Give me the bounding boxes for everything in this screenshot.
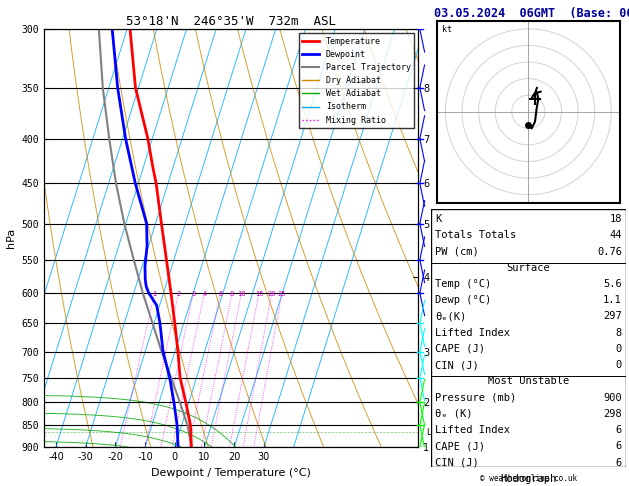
Text: CAPE (J): CAPE (J): [435, 441, 485, 451]
Text: 6: 6: [616, 441, 622, 451]
Y-axis label: hPa: hPa: [6, 228, 16, 248]
Text: 03.05.2024  06GMT  (Base: 06): 03.05.2024 06GMT (Base: 06): [434, 7, 629, 20]
FancyBboxPatch shape: [431, 209, 626, 467]
Text: Dewp (°C): Dewp (°C): [435, 295, 491, 305]
Text: K: K: [435, 214, 441, 224]
Text: Most Unstable: Most Unstable: [487, 376, 569, 386]
Text: 6: 6: [616, 425, 622, 435]
Text: 20: 20: [267, 291, 276, 296]
Text: θₑ (K): θₑ (K): [435, 409, 472, 419]
Text: 44: 44: [610, 230, 622, 241]
Text: Lifted Index: Lifted Index: [435, 328, 509, 338]
Text: PW (cm): PW (cm): [435, 246, 479, 257]
Text: 2: 2: [176, 291, 181, 296]
Text: CAPE (J): CAPE (J): [435, 344, 485, 354]
Text: 18: 18: [610, 214, 622, 224]
Text: 6: 6: [218, 291, 223, 296]
Text: 0.76: 0.76: [597, 246, 622, 257]
Text: Surface: Surface: [506, 263, 550, 273]
Text: 25: 25: [278, 291, 286, 296]
Text: Totals Totals: Totals Totals: [435, 230, 516, 241]
Text: © weatheronline.co.uk: © weatheronline.co.uk: [480, 474, 577, 483]
Text: 15: 15: [255, 291, 264, 296]
Text: 5.6: 5.6: [603, 279, 622, 289]
Text: 298: 298: [603, 409, 622, 419]
Y-axis label: km
ASL: km ASL: [441, 238, 459, 260]
Text: Pressure (mb): Pressure (mb): [435, 393, 516, 402]
Legend: Temperature, Dewpoint, Parcel Trajectory, Dry Adiabat, Wet Adiabat, Isotherm, Mi: Temperature, Dewpoint, Parcel Trajectory…: [299, 34, 414, 128]
Text: LCL: LCL: [426, 428, 441, 436]
Title: 53°18'N  246°35'W  732m  ASL: 53°18'N 246°35'W 732m ASL: [126, 15, 336, 28]
Text: 8: 8: [616, 328, 622, 338]
Text: 297: 297: [603, 312, 622, 322]
Text: 6: 6: [616, 457, 622, 468]
Text: 4: 4: [203, 291, 206, 296]
Text: 10: 10: [237, 291, 246, 296]
Text: 3: 3: [191, 291, 196, 296]
Text: Hodograph: Hodograph: [500, 474, 557, 484]
Text: 8: 8: [230, 291, 234, 296]
Text: 0: 0: [616, 344, 622, 354]
Text: 1: 1: [152, 291, 157, 296]
Text: 1.1: 1.1: [603, 295, 622, 305]
Text: CIN (J): CIN (J): [435, 360, 479, 370]
Text: CIN (J): CIN (J): [435, 457, 479, 468]
Text: Temp (°C): Temp (°C): [435, 279, 491, 289]
Text: Lifted Index: Lifted Index: [435, 425, 509, 435]
Text: θₑ(K): θₑ(K): [435, 312, 466, 322]
Text: kt: kt: [442, 25, 452, 34]
Text: 900: 900: [603, 393, 622, 402]
X-axis label: Dewpoint / Temperature (°C): Dewpoint / Temperature (°C): [151, 468, 311, 478]
Text: 0: 0: [616, 360, 622, 370]
